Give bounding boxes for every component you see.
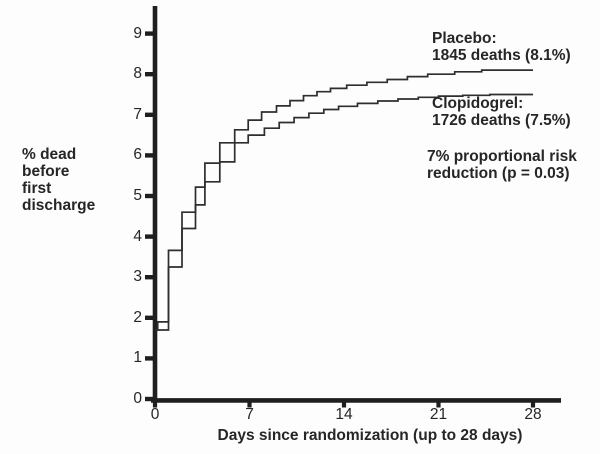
y-tick-label: 0 (133, 390, 142, 407)
y-tick-label: 5 (133, 187, 142, 204)
y-axis-title-line: % dead (22, 146, 77, 163)
clopidogrel-annotation-deaths: 1726 deaths (7.5%) (432, 111, 571, 129)
y-tick-label: 9 (133, 24, 142, 42)
x-tick-label: 7 (245, 406, 254, 423)
x-tick-label: 14 (335, 406, 353, 423)
x-axis-title: Days since randomization (up to 28 days) (217, 427, 523, 444)
clopidogrel-annotation: Clopidogrel: 1726 deaths (7.5%) (432, 95, 571, 129)
y-tick-label: 4 (133, 227, 142, 245)
y-axis-title-line: before (22, 163, 70, 180)
risk-reduction-annotation: 7% proportional risk reduction (p = 0.03… (427, 148, 577, 182)
clopidogrel-annotation-name: Clopidogrel: (432, 95, 524, 112)
y-tick-label: 3 (133, 268, 142, 286)
y-tick-label: 2 (133, 308, 142, 326)
y-tick-label: 8 (133, 65, 142, 83)
axis-tick-marks (145, 31, 536, 408)
risk-reduction-line: reduction (p = 0.03) (427, 164, 570, 182)
clopidogrel-curve (155, 93, 533, 331)
y-axis-title-line: first (22, 180, 52, 197)
y-tick-label: 7 (133, 105, 142, 123)
y-axis-title: % dead before first discharge (22, 146, 95, 214)
x-tick-label: 0 (150, 406, 160, 423)
x-tick-label: 21 (429, 406, 448, 423)
placebo-annotation: Placebo: 1845 deaths (8.1%) (432, 30, 571, 64)
risk-reduction-line: 7% proportional risk (427, 148, 577, 165)
y-axis-title-line: discharge (22, 197, 96, 214)
x-tick-label: 28 (524, 406, 542, 423)
placebo-annotation-name: Placebo: (432, 30, 497, 47)
y-tick-label: 1 (133, 349, 142, 367)
y-tick-label: 6 (133, 146, 142, 164)
placebo-annotation-deaths: 1845 deaths (8.1%) (432, 46, 571, 64)
